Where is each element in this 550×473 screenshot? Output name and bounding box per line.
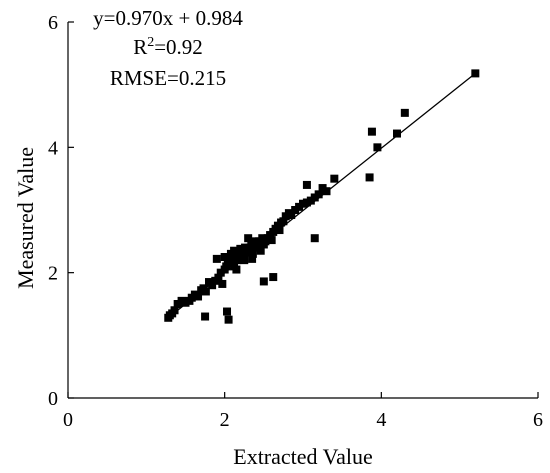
y-tick-label: 4 bbox=[48, 137, 58, 159]
rmse-label: RMSE=0.215 bbox=[110, 66, 226, 90]
data-point bbox=[267, 236, 276, 245]
data-point bbox=[302, 180, 311, 189]
plot-area: 0 2 4 6 0 2 4 6 bbox=[48, 12, 543, 431]
data-point bbox=[224, 315, 233, 324]
x-tick-label: 4 bbox=[376, 409, 386, 431]
data-point bbox=[232, 265, 241, 274]
x-tick-label: 2 bbox=[220, 409, 230, 431]
data-point bbox=[170, 306, 179, 315]
data-point bbox=[279, 217, 288, 226]
data-point bbox=[194, 292, 203, 301]
data-point bbox=[208, 281, 217, 290]
data-point bbox=[393, 129, 401, 138]
x-tick-label: 0 bbox=[63, 409, 73, 431]
r-squared-value: =0.92 bbox=[154, 35, 203, 59]
data-point bbox=[252, 237, 260, 246]
y-tick-label: 0 bbox=[48, 388, 58, 410]
data-point bbox=[248, 249, 257, 258]
data-point bbox=[248, 254, 257, 263]
data-point bbox=[256, 246, 265, 255]
data-point bbox=[365, 173, 374, 182]
data-point bbox=[226, 257, 235, 266]
y-tick-label: 6 bbox=[48, 12, 58, 34]
data-point bbox=[230, 246, 239, 255]
data-point bbox=[244, 234, 253, 243]
data-point bbox=[269, 273, 278, 282]
data-point bbox=[287, 211, 296, 220]
y-tick-label: 2 bbox=[48, 263, 58, 285]
data-point bbox=[373, 143, 382, 152]
data-point bbox=[367, 127, 376, 136]
r-squared-prefix: R bbox=[133, 35, 147, 59]
data-point bbox=[314, 190, 323, 199]
regression-line bbox=[167, 72, 476, 319]
data-point bbox=[310, 234, 319, 243]
data-point bbox=[223, 307, 232, 316]
data-point bbox=[201, 312, 210, 321]
data-point bbox=[212, 254, 221, 263]
data-point bbox=[218, 279, 227, 288]
data-point bbox=[201, 287, 210, 296]
data-point bbox=[220, 253, 229, 261]
y-ticks: 0 2 4 6 bbox=[48, 12, 74, 410]
data-point bbox=[233, 256, 242, 265]
data-point bbox=[330, 174, 339, 183]
data-point bbox=[236, 244, 245, 253]
r-squared-label: R2=0.92 bbox=[133, 35, 203, 59]
data-point bbox=[259, 277, 268, 286]
r-squared-superscript: 2 bbox=[147, 35, 154, 50]
regression-equation: y=0.970x + 0.984 bbox=[93, 6, 243, 30]
data-point bbox=[240, 256, 249, 265]
x-ticks: 0 2 4 6 bbox=[63, 392, 543, 431]
data-point bbox=[400, 108, 409, 117]
x-tick-label: 6 bbox=[533, 409, 543, 431]
y-axis-title: Measured Value bbox=[13, 147, 38, 289]
x-axis-title: Extracted Value bbox=[233, 444, 372, 469]
